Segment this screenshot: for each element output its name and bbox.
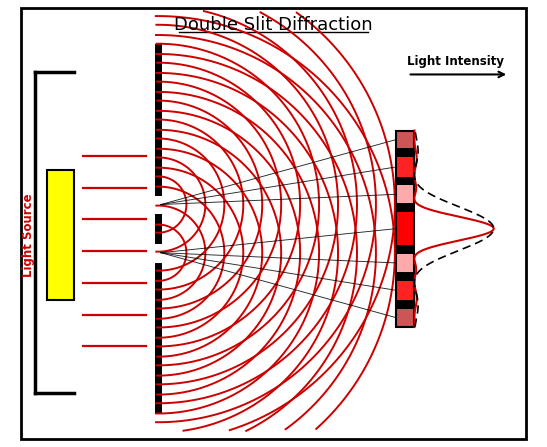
Bar xyxy=(47,170,74,300)
Bar xyxy=(397,186,415,203)
Bar xyxy=(397,272,415,281)
Bar xyxy=(397,148,415,157)
Text: Light Source: Light Source xyxy=(22,194,35,277)
Bar xyxy=(397,309,415,327)
Bar xyxy=(397,131,415,327)
Bar xyxy=(397,203,415,212)
Bar xyxy=(397,281,415,300)
Bar xyxy=(397,254,415,272)
Bar xyxy=(397,212,415,245)
Bar xyxy=(397,177,415,186)
Bar xyxy=(397,157,415,177)
Bar xyxy=(397,300,415,309)
Bar xyxy=(397,245,415,254)
Text: Light Intensity: Light Intensity xyxy=(407,55,504,67)
Text: Double Slit Diffraction: Double Slit Diffraction xyxy=(174,16,373,34)
Bar xyxy=(397,131,415,148)
